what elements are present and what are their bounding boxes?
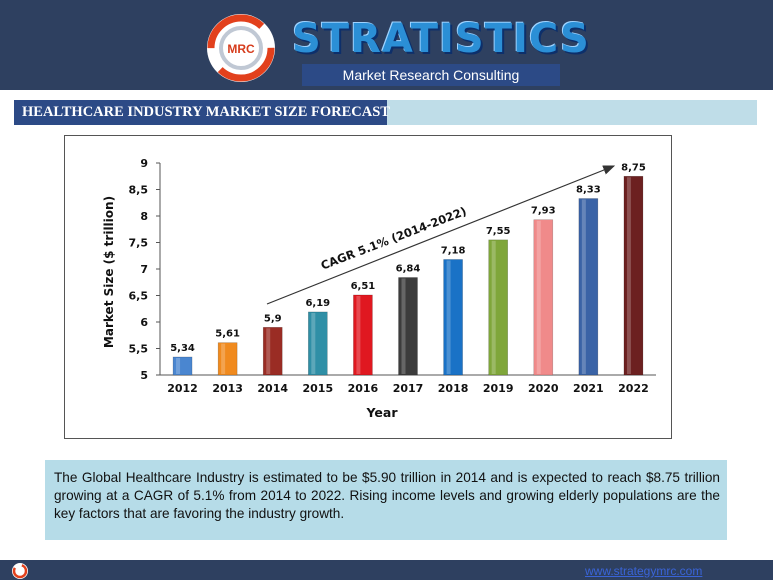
section-title-tab [14,100,387,125]
y-tick-label: 5 [140,369,148,382]
footer-bar [0,560,773,580]
bar-2016 [353,294,373,376]
bar-value-label: 5,34 [170,343,195,354]
brand-tagline: Market Research Consulting [302,64,560,86]
bar-highlight [491,240,496,374]
x-tick-label: 2014 [257,382,288,395]
y-tick-label: 9 [140,157,148,170]
bar-value-label: 5,9 [264,313,282,324]
y-tick-label: 8,5 [129,184,149,197]
bar-value-label: 8,33 [576,185,601,196]
section-title: HEALTHCARE INDUSTRY MARKET SIZE FORECAST [22,104,390,120]
company-logo: MRC [207,14,275,82]
x-tick-label: 2012 [167,382,198,395]
x-axis-title: Year [366,405,399,420]
y-tick-label: 8 [140,210,148,223]
bar-highlight [401,278,406,374]
bar-chart: 5 5,5 6 6,5 7 7,5 8 8,5 9 5,34 5,61 5,9 6,19 6,51 6,8… [102,157,656,420]
bar-value-label: 6,51 [351,281,376,292]
y-tick-label: 7,5 [129,237,149,250]
x-tick-label: 2015 [303,382,334,395]
y-tick-label: 5,5 [129,343,149,356]
bar-highlight [221,343,226,374]
y-tick-label: 6 [140,316,148,329]
bar-2018 [443,259,463,376]
bar-2020 [533,219,554,376]
bar-highlight [176,357,181,374]
bar-2013 [217,342,238,376]
y-tick-label: 7 [140,263,148,276]
cagr-arrow [266,165,616,305]
x-tick-label: 2022 [618,382,649,395]
summary-box [45,460,727,540]
logo-text: MRC [227,42,255,56]
bar-value-label: 5,61 [215,329,240,340]
bar-highlight [446,260,451,374]
x-tick-label: 2021 [573,382,604,395]
bar-2019 [488,239,508,376]
bar-highlight [581,199,586,374]
bar-value-label: 6,84 [396,263,421,274]
y-axis-title: Market Size ($ trillion) [102,196,116,348]
bar-highlight [356,295,361,374]
bar-2012 [172,356,193,376]
x-tick-label: 2018 [438,382,469,395]
bar-highlight [311,312,316,374]
brand-name: STRATISTICS [292,16,590,62]
bar-highlight [626,177,631,374]
x-tick-label: 2016 [348,382,379,395]
summary-text: The Global Healthcare Industry is estima… [54,470,720,521]
bar-value-label: 8,75 [621,162,646,173]
bar-2022 [623,175,644,376]
footer-logo-icon [12,563,28,579]
bar-2017 [398,277,418,376]
bar-value-label: 7,18 [441,245,466,256]
x-tick-label: 2013 [212,382,243,395]
x-tick-label: 2020 [528,382,559,395]
x-tick-label: 2019 [483,382,514,395]
bar-2014 [262,327,283,376]
website-link[interactable]: www.strategymrc.com [585,564,703,578]
chart-frame: 5 5,5 6 6,5 7 7,5 8 8,5 9 5,34 5,61 5,9 6,19 6,51 6,8… [64,135,672,439]
bar-highlight [266,328,271,374]
y-tick-label: 6,5 [129,290,149,303]
bar-2021 [578,198,599,376]
bar-highlight [536,220,541,374]
bar-value-label: 6,19 [305,298,330,309]
bar-2015 [308,311,328,376]
x-tick-label: 2017 [393,382,424,395]
bar-value-label: 7,55 [486,226,511,237]
bar-value-label: 7,93 [531,206,556,217]
